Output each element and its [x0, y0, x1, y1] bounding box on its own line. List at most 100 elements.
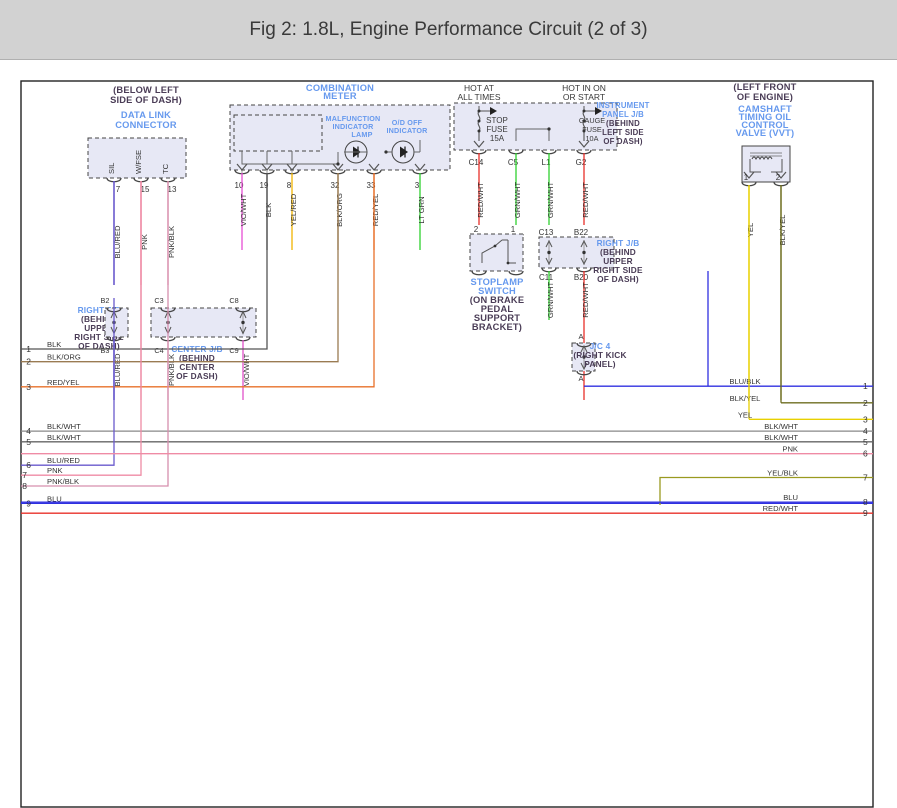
svg-text:B20: B20: [574, 273, 589, 282]
svg-text:BRACKET): BRACKET): [472, 322, 522, 332]
svg-text:BLU/BLK: BLU/BLK: [729, 377, 760, 386]
svg-text:RED/WHT: RED/WHT: [763, 504, 799, 513]
svg-text:FUSE: FUSE: [486, 125, 507, 134]
svg-text:VIO/WHT: VIO/WHT: [239, 193, 248, 226]
svg-text:LT GRN: LT GRN: [417, 196, 426, 223]
svg-text:9: 9: [863, 508, 868, 518]
svg-text:C14: C14: [469, 158, 484, 167]
svg-text:A: A: [578, 374, 583, 383]
svg-text:YEL: YEL: [746, 223, 755, 237]
svg-text:GAUGE: GAUGE: [579, 116, 605, 125]
svg-text:BLK/WHT: BLK/WHT: [764, 433, 798, 442]
svg-text:3: 3: [415, 181, 420, 190]
svg-text:PNK: PNK: [782, 445, 798, 454]
svg-text:(LEFT FRONT: (LEFT FRONT: [733, 82, 796, 92]
svg-text:1: 1: [863, 381, 868, 391]
svg-text:YEL/BLK: YEL/BLK: [767, 469, 798, 478]
svg-text:OF DASH): OF DASH): [603, 137, 642, 146]
svg-text:VALVE (VVT): VALVE (VVT): [736, 128, 795, 138]
svg-text:BLK/YEL: BLK/YEL: [778, 215, 787, 246]
svg-text:CONNECTOR: CONNECTOR: [115, 120, 177, 130]
svg-text:8: 8: [863, 497, 868, 507]
svg-text:BLK: BLK: [264, 203, 273, 217]
svg-text:BLU/RED: BLU/RED: [47, 456, 80, 465]
svg-text:DATA LINK: DATA LINK: [121, 110, 171, 120]
svg-text:BLK/WHT: BLK/WHT: [47, 433, 81, 442]
svg-text:LEFT SIDE: LEFT SIDE: [602, 128, 644, 137]
svg-text:LAMP: LAMP: [351, 130, 372, 139]
svg-text:ALL TIMES: ALL TIMES: [458, 92, 501, 102]
svg-text:BLK/WHT: BLK/WHT: [47, 422, 81, 431]
svg-text:6: 6: [863, 449, 868, 459]
svg-text:6: 6: [26, 460, 31, 470]
svg-text:RED/WHT: RED/WHT: [476, 182, 485, 218]
svg-text:PNK/BLK: PNK/BLK: [47, 477, 79, 486]
svg-text:C5: C5: [508, 158, 519, 167]
svg-text:BLK/ORG: BLK/ORG: [47, 353, 81, 362]
svg-text:A: A: [578, 332, 583, 341]
svg-text:7: 7: [116, 185, 121, 194]
svg-text:OF DASH): OF DASH): [176, 371, 218, 381]
svg-text:RED/YEL: RED/YEL: [371, 194, 380, 227]
svg-text:3: 3: [863, 414, 868, 424]
svg-text:METER: METER: [323, 91, 357, 101]
svg-text:15: 15: [141, 185, 150, 194]
svg-text:15A: 15A: [490, 134, 505, 143]
svg-text:3: 3: [26, 382, 31, 392]
svg-text:C13: C13: [539, 228, 554, 237]
svg-text:8: 8: [287, 181, 292, 190]
svg-text:7: 7: [863, 473, 868, 483]
svg-text:YEL/RED: YEL/RED: [289, 193, 298, 226]
svg-text:BLU: BLU: [783, 493, 798, 502]
svg-text:C11: C11: [539, 273, 554, 282]
svg-text:GRN/WHT: GRN/WHT: [546, 282, 555, 319]
svg-text:FUSE: FUSE: [582, 125, 602, 134]
svg-text:9: 9: [26, 498, 31, 508]
svg-text:RED/WHT: RED/WHT: [581, 182, 590, 218]
svg-text:(BELOW LEFT: (BELOW LEFT: [113, 85, 179, 95]
svg-text:7: 7: [22, 470, 27, 480]
svg-text:OF ENGINE): OF ENGINE): [737, 92, 793, 102]
svg-text:B22: B22: [574, 228, 589, 237]
svg-text:SIDE OF DASH): SIDE OF DASH): [110, 95, 182, 105]
svg-text:C4: C4: [154, 346, 163, 355]
svg-text:INSTRUMENT: INSTRUMENT: [596, 101, 649, 110]
svg-text:4: 4: [26, 426, 31, 436]
svg-text:C8: C8: [229, 296, 238, 305]
svg-text:VIO/WHT: VIO/WHT: [242, 353, 251, 386]
svg-text:C3: C3: [154, 296, 163, 305]
svg-text:BLK/YEL: BLK/YEL: [730, 394, 761, 403]
svg-text:RED/YEL: RED/YEL: [47, 378, 80, 387]
svg-text:BLK/ORG: BLK/ORG: [335, 193, 344, 227]
svg-text:W/FSE: W/FSE: [134, 150, 143, 174]
svg-text:PNK: PNK: [47, 466, 63, 475]
svg-text:13: 13: [168, 185, 177, 194]
svg-text:BLK/WHT: BLK/WHT: [764, 422, 798, 431]
svg-text:1: 1: [511, 225, 516, 234]
svg-text:RED/WHT: RED/WHT: [581, 282, 590, 318]
svg-text:1: 1: [744, 173, 749, 182]
svg-text:STOP: STOP: [486, 116, 508, 125]
svg-text:OF DASH): OF DASH): [597, 274, 639, 284]
svg-text:(BEHIND: (BEHIND: [606, 119, 640, 128]
svg-text:10A: 10A: [586, 134, 599, 143]
svg-text:GRN/WHT: GRN/WHT: [546, 182, 555, 219]
svg-text:5: 5: [863, 437, 868, 447]
svg-text:B2: B2: [101, 296, 110, 305]
svg-text:PANEL): PANEL): [584, 359, 616, 369]
svg-text:2: 2: [26, 357, 31, 367]
svg-text:B3: B3: [101, 346, 110, 355]
svg-text:5: 5: [26, 437, 31, 447]
svg-text:PANEL J/B: PANEL J/B: [602, 110, 644, 119]
svg-text:INDICATOR: INDICATOR: [386, 126, 428, 135]
svg-text:G2: G2: [576, 158, 587, 167]
svg-text:4: 4: [863, 426, 868, 436]
svg-text:BLU/RED: BLU/RED: [113, 225, 122, 258]
svg-text:BLK: BLK: [47, 340, 61, 349]
svg-text:YEL: YEL: [738, 410, 752, 419]
svg-text:SIL: SIL: [107, 163, 116, 174]
svg-text:2: 2: [776, 173, 781, 182]
svg-text:2: 2: [474, 225, 479, 234]
svg-text:2: 2: [863, 398, 868, 408]
svg-text:C9: C9: [229, 346, 238, 355]
